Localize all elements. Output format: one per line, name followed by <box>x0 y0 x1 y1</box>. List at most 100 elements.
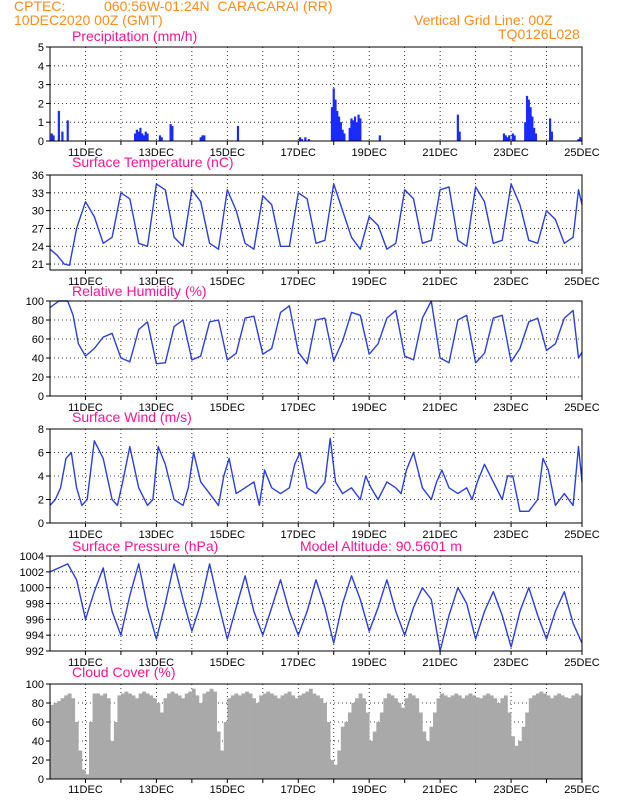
x-tick-label: 19DEC <box>351 784 387 796</box>
y-tick-label: 20 <box>32 372 44 384</box>
x-tick-label: 13DEC <box>139 402 175 414</box>
x-tick-label: 21DEC <box>422 276 458 288</box>
y-tick-label: 996 <box>26 614 44 626</box>
bar <box>199 137 202 141</box>
bar <box>386 693 391 779</box>
panel-title: Surface Temperature (nC) <box>72 154 234 170</box>
bar <box>305 691 310 779</box>
bar <box>216 731 221 779</box>
bar <box>493 698 498 779</box>
bar <box>135 698 139 779</box>
bar <box>372 731 377 779</box>
bar <box>425 741 430 779</box>
x-tick-label: 21DEC <box>422 657 458 669</box>
bar <box>443 695 448 779</box>
y-tick-label: 1000 <box>20 583 44 595</box>
y-tick-label: 992 <box>26 646 44 658</box>
y-tick-label: 27 <box>32 223 44 235</box>
y-tick-label: 21 <box>32 259 44 271</box>
x-tick-label: 11DEC <box>68 147 103 159</box>
bar <box>571 695 576 779</box>
bar <box>365 712 370 779</box>
panel-title: Precipitation (mm/h) <box>72 28 197 44</box>
bar <box>227 698 232 779</box>
bar <box>319 698 324 779</box>
bar <box>357 114 360 141</box>
y-tick-label: 0 <box>38 136 44 148</box>
bar <box>534 133 537 141</box>
bar <box>408 693 413 779</box>
panel-5: 992 994 996 998 1000 1002 1004 11DEC 13DEC 15DEC 1… <box>20 538 600 669</box>
bar <box>344 722 349 779</box>
bar <box>307 139 311 141</box>
bar <box>472 695 476 779</box>
panel-3: 0 20 40 60 80 100 11DEC 13DEC 15DEC 17DEC 19DEC 21D… <box>26 283 600 414</box>
panel-4: 0 2 4 6 8 11DEC 13DEC 15DEC 17DEC 19DEC 21DEC 23DEC… <box>38 409 600 541</box>
bar <box>201 135 204 141</box>
x-tick-label: 21DEC <box>422 529 458 541</box>
bar <box>535 693 540 779</box>
bar <box>167 693 171 779</box>
x-tick-label: 11DEC <box>68 276 103 288</box>
panel-title: Cloud Cover (%) <box>72 664 175 680</box>
panel-2: 21 24 27 30 33 36 11DEC 13DEC 15DEC 17DEC 19DEC 21D… <box>32 154 600 288</box>
bar <box>332 88 335 141</box>
bar <box>81 769 86 779</box>
bar <box>323 703 327 779</box>
bar <box>475 697 480 779</box>
bar <box>262 693 267 779</box>
x-tick-label: 15DEC <box>210 529 246 541</box>
y-tick-label: 998 <box>26 599 44 611</box>
x-tick-label: 13DEC <box>139 529 175 541</box>
bar <box>578 695 583 779</box>
series-line <box>49 563 583 652</box>
bar <box>353 116 357 141</box>
header-run-date: 10DEC2020 00Z (GMT) <box>14 12 163 28</box>
bar <box>379 712 384 779</box>
bar <box>276 698 281 779</box>
bar <box>195 695 200 779</box>
bar <box>156 703 161 779</box>
bar <box>369 741 374 779</box>
x-tick-label: 15DEC <box>210 147 246 159</box>
x-tick-label: 23DEC <box>493 529 529 541</box>
y-tick-label: 4 <box>38 61 44 73</box>
bar <box>496 703 501 779</box>
bar <box>458 131 461 141</box>
bar <box>149 695 154 779</box>
bar <box>401 707 405 779</box>
bar <box>546 695 551 779</box>
bar <box>284 693 288 779</box>
x-tick-label: 25DEC <box>564 402 600 414</box>
bar <box>358 693 363 779</box>
x-tick-label: 21DEC <box>422 147 458 159</box>
bar <box>560 695 565 779</box>
y-tick-label: 60 <box>32 334 44 346</box>
bar <box>255 703 260 779</box>
x-tick-label: 17DEC <box>281 529 317 541</box>
bar <box>527 99 530 141</box>
bar <box>50 704 54 779</box>
bar <box>525 712 530 779</box>
bar <box>326 722 331 779</box>
bar <box>57 110 60 141</box>
bar <box>142 135 146 141</box>
y-tick-label: 36 <box>32 170 44 182</box>
bar <box>139 127 142 141</box>
bar <box>60 698 65 779</box>
bar <box>359 118 362 141</box>
bar <box>343 133 346 141</box>
bar <box>553 695 558 779</box>
bar <box>236 125 240 141</box>
x-tick-label: 19DEC <box>351 402 387 414</box>
bar <box>92 693 97 779</box>
bar <box>252 698 257 779</box>
x-tick-label: 25DEC <box>564 657 600 669</box>
bar <box>339 122 342 141</box>
bar <box>171 125 174 141</box>
y-tick-label: 1 <box>38 117 44 129</box>
plot-frame <box>49 174 583 271</box>
bar <box>191 688 196 779</box>
bar <box>564 697 569 779</box>
bar <box>234 693 239 779</box>
